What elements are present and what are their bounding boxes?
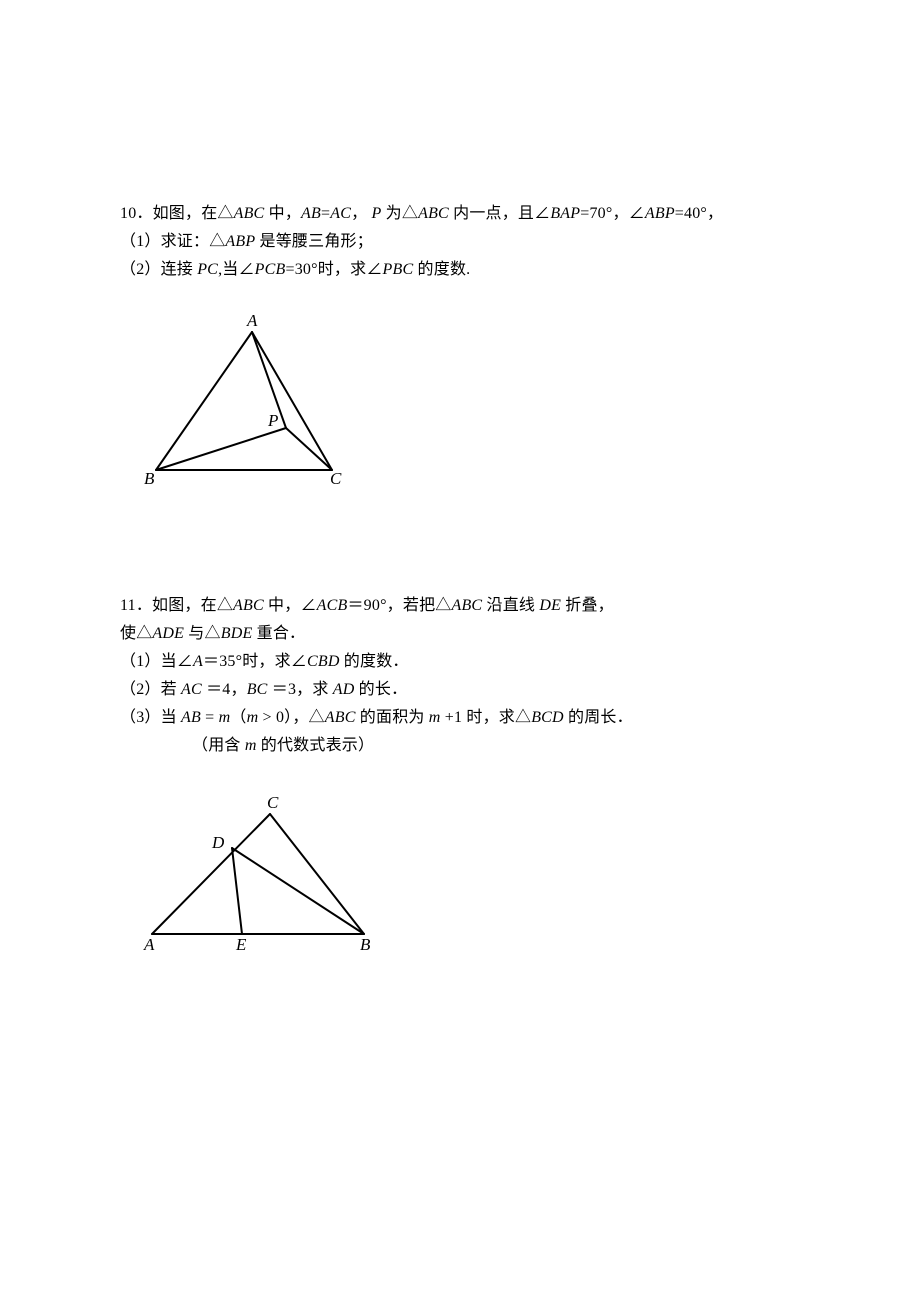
figure-triangle-abc-p: A P B C [132, 312, 362, 502]
problem-10-q2: （2）连接 PC,当∠PCB=30°时，求∠PBC 的度数. [120, 256, 810, 284]
problem-11-stem: 11．如图，在△ABC 中，∠ACB＝90°，若把△ABC 沿直线 DE 折叠， [120, 592, 810, 620]
problem-11-stem2: 使△ADE 与△BDE 重合． [120, 620, 810, 648]
svg-text:D: D [211, 833, 225, 852]
svg-text:B: B [360, 935, 371, 954]
problem-11-q2: （2）若 AC ＝4，BC ＝3，求 AD 的长． [120, 676, 810, 704]
svg-text:C: C [330, 469, 342, 488]
svg-text:A: A [143, 935, 155, 954]
problem-10-stem: 10．如图，在△ABC 中，AB=AC， P 为△ABC 内一点，且∠BAP=7… [120, 200, 810, 228]
svg-text:C: C [267, 793, 279, 812]
p10-num: 10 [120, 205, 136, 222]
svg-text:E: E [235, 935, 247, 954]
problem-10-q1: （1）求证：△ABP 是等腰三角形； [120, 228, 810, 256]
figure-triangle-fold: C D A E B [132, 788, 392, 958]
problem-11-figure: C D A E B [132, 788, 810, 958]
problem-11-q3b: （用含 m 的代数式表示） [192, 732, 810, 760]
page: 10．如图，在△ABC 中，AB=AC， P 为△ABC 内一点，且∠BAP=7… [0, 0, 920, 1248]
svg-text:P: P [267, 411, 278, 430]
svg-text:A: A [246, 312, 258, 330]
p11-num: 11 [120, 597, 136, 614]
problem-11-q3: （3）当 AB = m（m > 0），△ABC 的面积为 m +1 时，求△BC… [120, 704, 810, 732]
svg-text:B: B [144, 469, 155, 488]
problem-10: 10．如图，在△ABC 中，AB=AC， P 为△ABC 内一点，且∠BAP=7… [120, 200, 810, 502]
problem-10-figure: A P B C [132, 312, 810, 502]
problem-11-q1: （1）当∠A＝35°时，求∠CBD 的度数． [120, 648, 810, 676]
problem-11: 11．如图，在△ABC 中，∠ACB＝90°，若把△ABC 沿直线 DE 折叠，… [120, 592, 810, 958]
